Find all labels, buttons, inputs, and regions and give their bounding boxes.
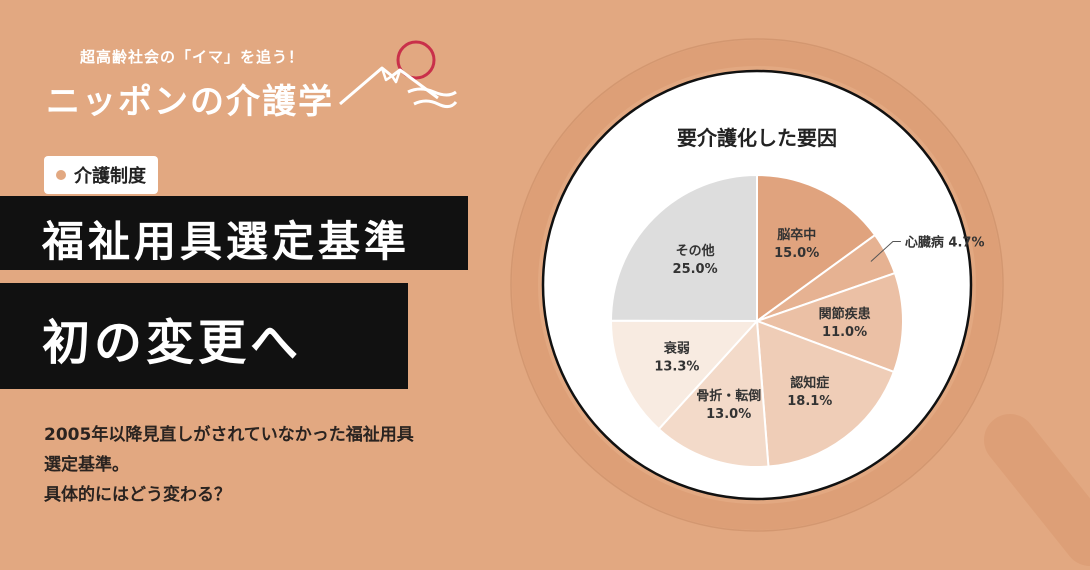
mount-fuji-logo-icon [339, 40, 458, 109]
brand-subtitle: 超高齢社会の「イマ」を追う！ [80, 48, 305, 66]
pie-slice [657, 318, 770, 468]
headline-line-1: 福祉用具選定基準 [0, 196, 468, 270]
description-line: 2005年以降見直しがされていなかった福祉用具 [44, 425, 414, 445]
badge-label: 介護制度 [74, 166, 146, 187]
brand-title: ニッポンの介護学 [46, 82, 334, 122]
slice-value-label: 25.0% [673, 262, 718, 277]
slice-value-label: 18.1% [787, 394, 832, 409]
slice-value-label: 13.0% [706, 407, 751, 422]
slice-label: その他 [676, 243, 715, 259]
slice-label: 衰弱 [663, 340, 690, 356]
chart-title: 要介護化した要因 [677, 126, 837, 150]
slice-value-label: 15.0% [774, 246, 819, 261]
slice-label: 関節疾患 [819, 306, 871, 322]
pie-slice [609, 173, 758, 323]
description-line: 選定基準。 [44, 455, 129, 475]
slice-label: 骨折・転倒 [696, 388, 761, 404]
pie-slice [756, 173, 877, 323]
pie-slice [754, 271, 904, 374]
slice-label: 心臓病 4.7% [905, 235, 985, 251]
slice-label: 認知症 [790, 375, 829, 391]
slice-value-label: 13.3% [654, 359, 699, 374]
pie-labels: 脳卒中 15.0% 心臓病 4.7% 関節疾患 11.0% 認知症 18.1% 骨折・転倒 13… [654, 227, 984, 422]
slice-value-label: 11.0% [822, 325, 867, 340]
pie-slices [609, 173, 904, 468]
headline-line-2: 初の変更へ [0, 283, 408, 389]
category-badge: 介護制度 [44, 156, 158, 194]
pie-slice [755, 319, 896, 468]
pie-slice [609, 319, 760, 431]
leader-line [870, 241, 901, 262]
description-line: 具体的にはどう変わる？ [44, 485, 231, 505]
badge-dot-icon [56, 170, 66, 180]
slice-label: 脳卒中 [777, 227, 816, 243]
description: 2005年以降見直しがされていなかった福祉用具 選定基準。 具体的にはどう変わる… [44, 420, 534, 510]
